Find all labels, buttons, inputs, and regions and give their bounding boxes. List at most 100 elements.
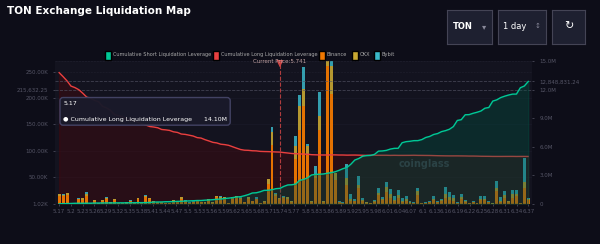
Bar <box>251 202 254 204</box>
Bar <box>203 202 206 203</box>
Bar <box>436 202 439 204</box>
Bar <box>203 203 206 204</box>
Bar <box>341 202 344 203</box>
Bar <box>416 192 419 195</box>
Bar <box>211 203 214 204</box>
Bar <box>448 192 451 197</box>
Bar <box>164 203 167 204</box>
Bar <box>290 201 293 202</box>
Text: 5.17

● Cumulative Long Liquidation Leverage      14.10M: 5.17 ● Cumulative Long Liquidation Lever… <box>63 101 227 122</box>
Bar <box>346 185 349 204</box>
Bar <box>298 130 301 204</box>
Bar <box>306 146 309 154</box>
Bar <box>274 194 277 196</box>
Bar <box>432 200 435 204</box>
Bar <box>503 198 506 204</box>
Bar <box>302 67 305 89</box>
Bar <box>125 203 128 204</box>
Bar <box>365 202 368 203</box>
Bar <box>464 200 467 201</box>
Bar <box>271 127 274 132</box>
Bar <box>421 203 423 204</box>
Bar <box>393 201 396 204</box>
Bar <box>440 200 443 201</box>
Bar <box>259 203 262 204</box>
Bar <box>361 200 364 201</box>
Bar <box>519 203 522 204</box>
Bar <box>211 202 214 203</box>
Bar <box>346 164 349 177</box>
Bar <box>452 195 455 198</box>
Bar <box>527 200 530 204</box>
Bar <box>318 92 321 116</box>
Bar <box>172 201 175 204</box>
Bar <box>310 201 313 202</box>
Bar <box>283 196 286 197</box>
Bar <box>448 197 451 200</box>
Bar <box>377 195 380 204</box>
Bar <box>511 198 514 204</box>
Bar <box>479 200 482 204</box>
Bar <box>58 193 61 194</box>
Bar <box>472 201 475 202</box>
Bar <box>180 197 183 199</box>
Bar <box>440 199 443 200</box>
Bar <box>286 199 289 204</box>
Bar <box>294 159 297 204</box>
Bar <box>290 202 293 204</box>
Text: Current Price:5.741: Current Price:5.741 <box>253 59 307 64</box>
Bar <box>436 201 439 202</box>
Bar <box>152 202 155 204</box>
Bar <box>444 194 447 198</box>
Bar <box>412 202 415 203</box>
Bar <box>318 130 321 204</box>
Bar <box>373 201 376 202</box>
Bar <box>105 197 108 198</box>
Bar <box>527 198 530 199</box>
Bar <box>444 198 447 204</box>
Bar <box>263 201 266 202</box>
Bar <box>409 201 412 202</box>
Bar <box>58 195 61 204</box>
Bar <box>184 200 187 201</box>
Bar <box>361 198 364 200</box>
Bar <box>432 199 435 200</box>
Bar <box>286 197 289 199</box>
Bar <box>82 200 84 204</box>
Bar <box>278 199 281 204</box>
Bar <box>263 202 266 204</box>
Bar <box>499 201 502 202</box>
Bar <box>180 199 183 204</box>
Bar <box>145 195 148 196</box>
Bar <box>329 49 332 66</box>
Text: TON: TON <box>453 22 473 31</box>
Bar <box>432 196 435 199</box>
Bar <box>294 136 297 146</box>
Bar <box>511 190 514 194</box>
Bar <box>310 202 313 204</box>
Bar <box>401 201 404 202</box>
Bar <box>523 182 526 188</box>
Bar <box>239 198 242 199</box>
Bar <box>499 202 502 204</box>
Bar <box>495 191 498 204</box>
Bar <box>523 188 526 204</box>
Bar <box>65 193 68 195</box>
Bar <box>191 201 194 202</box>
Bar <box>527 199 530 200</box>
Bar <box>511 194 514 198</box>
Bar <box>247 197 250 199</box>
Bar <box>294 146 297 159</box>
Bar <box>523 158 526 182</box>
Bar <box>231 197 234 198</box>
Bar <box>172 200 175 201</box>
Bar <box>409 202 412 203</box>
Bar <box>428 202 431 203</box>
Bar <box>452 198 455 201</box>
Bar <box>460 197 463 199</box>
Text: Cumulative Short Liquidation Leverage: Cumulative Short Liquidation Leverage <box>113 52 211 57</box>
Bar <box>346 177 349 185</box>
Bar <box>247 199 250 204</box>
Bar <box>318 116 321 130</box>
Bar <box>428 203 431 204</box>
